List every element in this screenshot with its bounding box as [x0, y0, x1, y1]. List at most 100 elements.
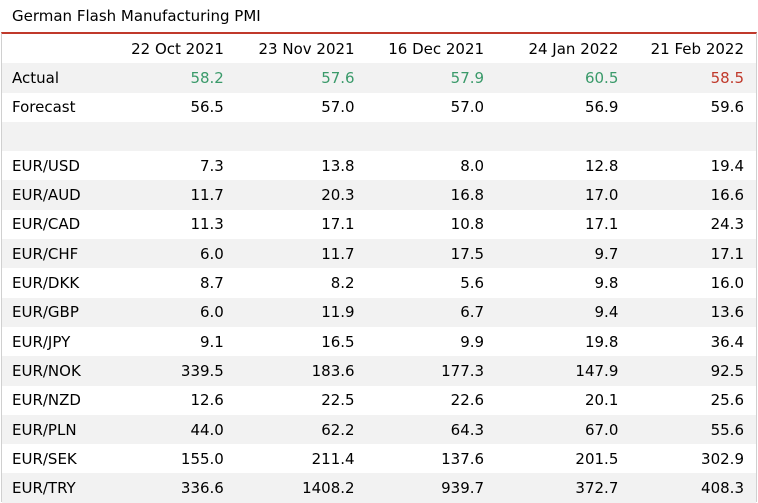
cell-value: 8.7 [200, 274, 224, 293]
column-header: 23 Nov 2021 [258, 39, 355, 58]
cell-value: 9.8 [594, 274, 619, 293]
row-label: EUR/CHF [2, 239, 105, 269]
cell-value: 211.4 [311, 449, 355, 468]
row-label: EUR/SEK [12, 449, 77, 468]
cell-value: 9.1 [200, 332, 224, 351]
spacer-cell [490, 121, 625, 152]
forecast-value: 56.9 [584, 98, 619, 117]
cell-value: 147.9 [490, 356, 625, 386]
actual-value: 57.9 [360, 63, 491, 93]
table-row: EUR/CHF 6.0 11.7 17.5 9.7 17.1 [2, 239, 756, 269]
spacer-cell [624, 121, 756, 152]
row-label: EUR/DKK [12, 274, 80, 293]
cell-value: 372.7 [490, 473, 625, 503]
cell-value: 183.6 [229, 356, 361, 386]
cell-value: 8.0 [460, 156, 485, 175]
spacer-cell [2, 121, 105, 152]
cell-value: 20.3 [229, 180, 361, 210]
table-row: EUR/GBP 6.0 11.9 6.7 9.4 13.6 [2, 297, 756, 327]
cell-value: 6.0 [104, 297, 230, 327]
cell-value: 13.6 [624, 297, 756, 327]
column-header: 21 Feb 2022 [650, 39, 744, 58]
row-label: EUR/USD [12, 156, 80, 175]
cell-value: 17.1 [624, 239, 756, 269]
cell-value: 177.3 [360, 356, 491, 386]
cell-value: 17.0 [490, 180, 625, 210]
table-row: EUR/USD 7.3 13.8 8.0 12.8 19.4 [2, 151, 756, 180]
row-label: EUR/TRY [2, 473, 105, 503]
actual-value: 58.5 [624, 63, 756, 93]
cell-value: 19.8 [584, 332, 619, 351]
cell-value: 408.3 [624, 473, 756, 503]
row-label: Actual [2, 63, 105, 93]
column-header: 16 Dec 2021 [388, 39, 485, 58]
row-label: EUR/CAD [12, 215, 81, 234]
cell-value: 6.0 [104, 239, 230, 269]
forecast-value: 56.5 [190, 98, 224, 117]
cell-value: 13.8 [321, 156, 355, 175]
table-row: EUR/NOK 339.5 183.6 177.3 147.9 92.5 [2, 356, 756, 386]
cell-value: 7.3 [200, 156, 224, 175]
cell-value: 155.0 [180, 449, 224, 468]
cell-value: 12.6 [190, 391, 224, 410]
row-label: EUR/PLN [2, 414, 105, 445]
cell-value: 16.0 [710, 274, 744, 293]
table-row: EUR/TRY 336.6 1408.2 939.7 372.7 408.3 [2, 473, 756, 503]
cell-value: 201.5 [575, 449, 619, 468]
cell-value: 12.8 [584, 156, 619, 175]
cell-value: 44.0 [104, 414, 230, 445]
cell-value: 20.1 [584, 391, 619, 410]
cell-value: 24.3 [710, 215, 744, 234]
cell-value: 19.4 [710, 156, 744, 175]
table-row: EUR/JPY 9.1 16.5 9.9 19.8 36.4 [2, 327, 756, 356]
cell-value: 17.1 [584, 215, 619, 234]
cell-value: 11.3 [190, 215, 224, 234]
table-row: EUR/AUD 11.7 20.3 16.8 17.0 16.6 [2, 180, 756, 210]
cell-value: 22.6 [450, 391, 485, 410]
cell-value: 9.7 [490, 239, 625, 269]
cell-value: 11.7 [229, 239, 361, 269]
cell-value: 9.9 [460, 332, 485, 351]
spacer-cell [229, 121, 361, 152]
cell-value: 8.2 [330, 274, 355, 293]
cell-value: 17.1 [321, 215, 355, 234]
actual-value: 58.2 [104, 63, 230, 93]
forecast-value: 59.6 [710, 98, 744, 117]
actual-value: 57.6 [229, 63, 361, 93]
forecast-value: 57.0 [321, 98, 355, 117]
row-label: EUR/JPY [12, 332, 71, 351]
cell-value: 339.5 [104, 356, 230, 386]
spacer-cell [104, 121, 230, 152]
cell-value: 16.8 [360, 180, 491, 210]
cell-value: 16.5 [321, 332, 355, 351]
row-label: EUR/AUD [2, 180, 105, 210]
actual-row: Actual 58.2 57.6 57.9 60.5 58.5 [2, 63, 756, 93]
cell-value: 11.9 [229, 297, 361, 327]
row-label: EUR/GBP [2, 297, 105, 327]
cell-value: 939.7 [360, 473, 491, 503]
row-label: EUR/NOK [2, 356, 105, 386]
row-label: Forecast [12, 98, 76, 117]
cell-value: 9.4 [490, 297, 625, 327]
cell-value: 6.7 [360, 297, 491, 327]
cell-value: 62.2 [229, 414, 361, 445]
cell-value: 336.6 [104, 473, 230, 503]
table-row: EUR/CAD 11.3 17.1 10.8 17.1 24.3 [2, 210, 756, 239]
cell-value: 5.6 [460, 274, 485, 293]
spacer-row [2, 121, 756, 152]
spacer-cell [360, 121, 491, 152]
cell-value: 10.8 [450, 215, 485, 234]
column-header: 24 Jan 2022 [528, 39, 619, 58]
cell-value: 17.5 [360, 239, 491, 269]
pmi-table: 22 Oct 2021 23 Nov 2021 16 Dec 2021 24 J… [2, 34, 756, 503]
cell-value: 1408.2 [229, 473, 361, 503]
header-row: 22 Oct 2021 23 Nov 2021 16 Dec 2021 24 J… [2, 34, 756, 63]
cell-value: 36.4 [710, 332, 744, 351]
forecast-row: Forecast 56.5 57.0 57.0 56.9 59.6 [2, 93, 756, 122]
cell-value: 92.5 [624, 356, 756, 386]
row-label: EUR/NZD [12, 391, 81, 410]
cell-value: 25.6 [710, 391, 744, 410]
cell-value: 137.6 [441, 449, 485, 468]
cell-value: 55.6 [624, 414, 756, 445]
table-row: EUR/NZD 12.6 22.5 22.6 20.1 25.6 [2, 386, 756, 415]
